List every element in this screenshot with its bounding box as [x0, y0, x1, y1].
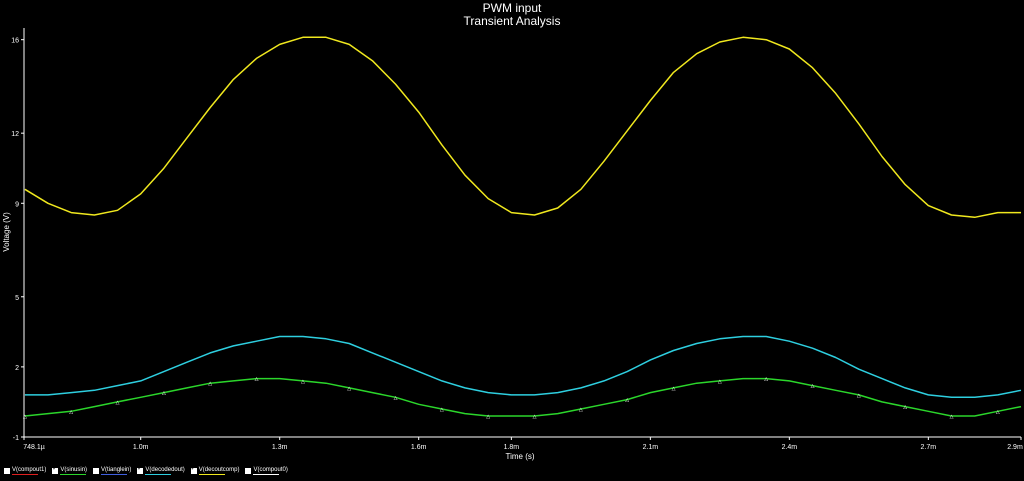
legend-label: V(decoutcomp)	[198, 467, 240, 475]
legend-swatch	[145, 474, 172, 475]
series-point-marker: △	[208, 381, 212, 387]
series-point-marker: △	[950, 414, 954, 420]
series-point-marker: △	[486, 414, 490, 420]
legend-checkbox[interactable]	[137, 465, 144, 474]
x-tick-label: 1.6m	[411, 444, 427, 451]
legend-item[interactable]: V(decoutcomp)	[190, 465, 240, 475]
series-lines: △ △ △ △ △ △ △ △ △ △ △ △ △ △ △ △ △ △ △ △ △ △	[23, 36, 1022, 420]
series-point-marker: △	[394, 395, 398, 401]
axes	[21, 28, 1022, 440]
plot-area[interactable]: 748.1µ 1.0m 1.3m 1.6m 1.8m 2.1m 2.4m 2.7m 2.9m 1…	[0, 0, 1024, 462]
series-line-v-decoutcomp-[interactable]	[24, 36, 1021, 219]
legend-checkbox[interactable]	[245, 468, 252, 474]
legend-checkbox[interactable]	[93, 468, 100, 474]
y-tick-label: 5	[15, 295, 19, 302]
series-line-v-decodedout-[interactable]	[24, 335, 1022, 399]
x-tick-label: 1.3m	[272, 444, 288, 451]
legend-swatch	[12, 474, 38, 475]
series-point-marker: △	[811, 384, 815, 390]
x-tick-label: 2.1m	[643, 444, 659, 451]
legend-swatch	[253, 474, 280, 475]
y-tick-label: -1	[13, 435, 19, 442]
legend-swatch	[198, 474, 225, 475]
legend-label: V(sinusin)	[60, 467, 88, 475]
series-point-marker: △	[718, 379, 722, 385]
series-point-marker: △	[162, 391, 166, 397]
legend-checkbox[interactable]	[190, 465, 197, 474]
legend-swatch	[101, 474, 128, 475]
legend-checkbox[interactable]	[52, 465, 59, 474]
series-point-marker: △	[996, 409, 1000, 415]
x-tick-label: 1.8m	[504, 444, 520, 451]
series-point-marker: △	[69, 409, 73, 415]
series-point-marker: △	[255, 377, 259, 383]
legend-item[interactable]: V(compout1)	[4, 467, 46, 475]
legend-label: V(compout0)	[253, 467, 288, 475]
series-line-v-sinusin-[interactable]	[24, 377, 1022, 417]
x-tick-label: 2.9m	[1007, 444, 1023, 451]
legend-item[interactable]: V(compout0)	[245, 467, 288, 475]
series-point-marker: △	[579, 407, 583, 413]
series-point-marker: △	[23, 414, 27, 420]
series-point-marker: △	[440, 407, 444, 413]
x-tick-label: 1.0m	[133, 444, 149, 451]
x-axis-label: Time (s)	[505, 452, 534, 461]
legend-label: V(compout1)	[12, 467, 47, 475]
series-point-marker: △	[116, 400, 120, 406]
chart-subtitle: Transient Analysis	[463, 14, 561, 28]
y-axis-label: Voltage (V)	[2, 212, 11, 252]
x-tick-label: 2.7m	[921, 444, 937, 451]
y-tick-label: 16	[11, 38, 19, 45]
y-tick-labels: 16 12 9 5 2 -1	[11, 38, 19, 442]
series-point-marker: △	[533, 414, 537, 420]
legend-checkbox[interactable]	[4, 468, 10, 474]
legend: V(compout1) V(sinusin) V(tianglein) V(decod…	[4, 463, 294, 479]
legend-label: V(tianglein)	[101, 467, 132, 475]
series-point-marker: △	[764, 377, 768, 383]
series-point-marker: △	[625, 398, 629, 404]
chart-title: PWM input	[482, 1, 542, 15]
series-point-marker: △	[347, 386, 351, 392]
legend-item[interactable]: V(decodedout)	[137, 465, 185, 475]
series-point-marker: △	[301, 379, 305, 385]
y-tick-label: 12	[11, 131, 19, 138]
series-point-marker: △	[903, 405, 907, 411]
legend-swatch	[60, 474, 87, 475]
legend-item[interactable]: V(tianglein)	[93, 467, 131, 475]
series-point-marker: △	[857, 393, 861, 399]
x-tick-labels: 748.1µ 1.0m 1.3m 1.6m 1.8m 2.1m 2.4m 2.7m 2.9m	[23, 444, 1023, 451]
legend-label: V(decodedout)	[145, 467, 185, 475]
y-tick-label: 2	[15, 365, 19, 372]
x-tick-label: 748.1µ	[23, 444, 45, 451]
y-tick-label: 9	[15, 201, 19, 208]
x-tick-label: 2.4m	[782, 444, 798, 451]
legend-item[interactable]: V(sinusin)	[52, 465, 88, 475]
series-point-marker: △	[672, 386, 676, 392]
